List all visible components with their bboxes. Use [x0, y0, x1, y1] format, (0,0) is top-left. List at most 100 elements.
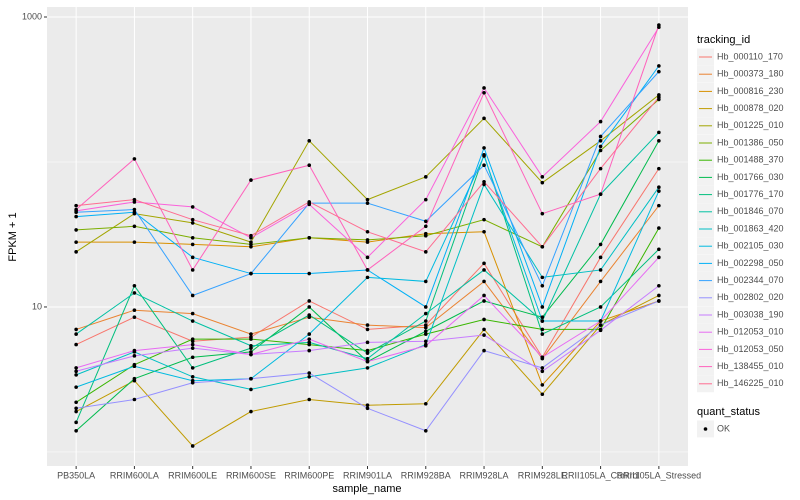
- data-point: [190, 444, 195, 448]
- data-point: [423, 305, 428, 309]
- data-point: [249, 337, 253, 341]
- data-point: [423, 319, 428, 323]
- data-point: [249, 332, 253, 336]
- data-point: [74, 214, 78, 219]
- data-point: [540, 366, 545, 370]
- data-point: [365, 403, 370, 408]
- data-point: [365, 327, 370, 332]
- data-point: [307, 397, 312, 402]
- data-point: [540, 305, 545, 309]
- legend-label: Hb_002802_020: [717, 292, 784, 302]
- data-point: [540, 355, 545, 360]
- data-point: [423, 329, 428, 334]
- data-point: [74, 400, 78, 405]
- data-point: [132, 397, 137, 402]
- data-point: [540, 244, 545, 249]
- data-point: [657, 130, 661, 135]
- data-point: [482, 229, 486, 234]
- data-point: [190, 293, 195, 298]
- data-point: [598, 166, 603, 171]
- legend-label: Hb_000816_230: [717, 86, 784, 96]
- legend-label: Hb_002344_070: [717, 275, 784, 285]
- data-point: [307, 313, 312, 317]
- data-point: [74, 373, 78, 377]
- data-point: [365, 275, 370, 280]
- data-point: [307, 138, 312, 143]
- data-point: [657, 299, 661, 303]
- legend-label: Hb_001386_050: [717, 137, 784, 147]
- data-point: [249, 350, 253, 354]
- legend-label: Hb_001846_070: [717, 206, 784, 216]
- data-point: [657, 138, 661, 143]
- data-point: [249, 343, 253, 348]
- legend-label: Hb_000110_170: [717, 51, 783, 61]
- data-point: [423, 325, 428, 330]
- data-point: [190, 311, 195, 316]
- data-point: [365, 197, 370, 202]
- data-point: [540, 315, 545, 319]
- data-point: [657, 255, 661, 260]
- data-point: [657, 166, 661, 171]
- data-point: [657, 185, 661, 189]
- data-point: [190, 242, 195, 247]
- data-point: [190, 374, 195, 379]
- data-point: [132, 210, 137, 215]
- data-point: [423, 323, 428, 327]
- data-point: [482, 91, 486, 95]
- data-point: [190, 380, 195, 385]
- data-point: [365, 255, 370, 260]
- legend-label: Hb_001488_370: [717, 155, 784, 165]
- data-point: [307, 305, 312, 309]
- data-point: [190, 221, 195, 225]
- data-point: [482, 327, 486, 332]
- x-tick-label: RRIM600LE: [168, 470, 217, 480]
- data-point: [482, 268, 486, 272]
- data-point: [657, 247, 661, 252]
- data-point: [190, 319, 195, 323]
- data-point: [249, 271, 253, 276]
- legend-label: Hb_012053_050: [717, 344, 784, 354]
- data-point: [598, 134, 603, 139]
- data-point: [540, 332, 545, 336]
- legend-swatch: [703, 427, 708, 431]
- data-point: [132, 240, 137, 244]
- data-point: [74, 327, 78, 332]
- data-point: [423, 401, 428, 406]
- data-point: [423, 197, 428, 202]
- data-point: [540, 283, 545, 288]
- data-point: [365, 351, 370, 355]
- data-point: [482, 279, 486, 284]
- legend-label: OK: [717, 423, 730, 433]
- legend-label: Hb_001766_030: [717, 172, 784, 182]
- data-point: [307, 299, 312, 303]
- legend-label: Hb_012053_010: [717, 327, 784, 337]
- data-point: [598, 148, 603, 153]
- data-point: [307, 235, 312, 240]
- data-point: [423, 219, 428, 224]
- data-point: [132, 364, 137, 369]
- data-point: [598, 192, 603, 196]
- data-point: [657, 69, 661, 74]
- data-point: [598, 279, 603, 284]
- data-point: [74, 406, 78, 411]
- data-point: [365, 268, 370, 272]
- data-point: [132, 207, 137, 212]
- data-point: [307, 332, 312, 336]
- data-point: [540, 180, 545, 185]
- data-point: [307, 340, 312, 345]
- y-tick-label: 1000: [22, 11, 42, 21]
- data-point: [74, 428, 78, 433]
- data-point: [365, 229, 370, 234]
- data-point: [74, 342, 78, 347]
- legend-label: Hb_146225_010: [717, 378, 784, 388]
- data-point: [190, 342, 195, 347]
- data-point: [190, 355, 195, 360]
- x-axis-label: sample_name: [332, 483, 401, 495]
- data-point: [365, 359, 370, 364]
- data-point: [657, 293, 661, 298]
- data-point: [540, 327, 545, 332]
- data-point: [598, 138, 603, 143]
- data-point: [423, 428, 428, 433]
- data-point: [423, 233, 428, 238]
